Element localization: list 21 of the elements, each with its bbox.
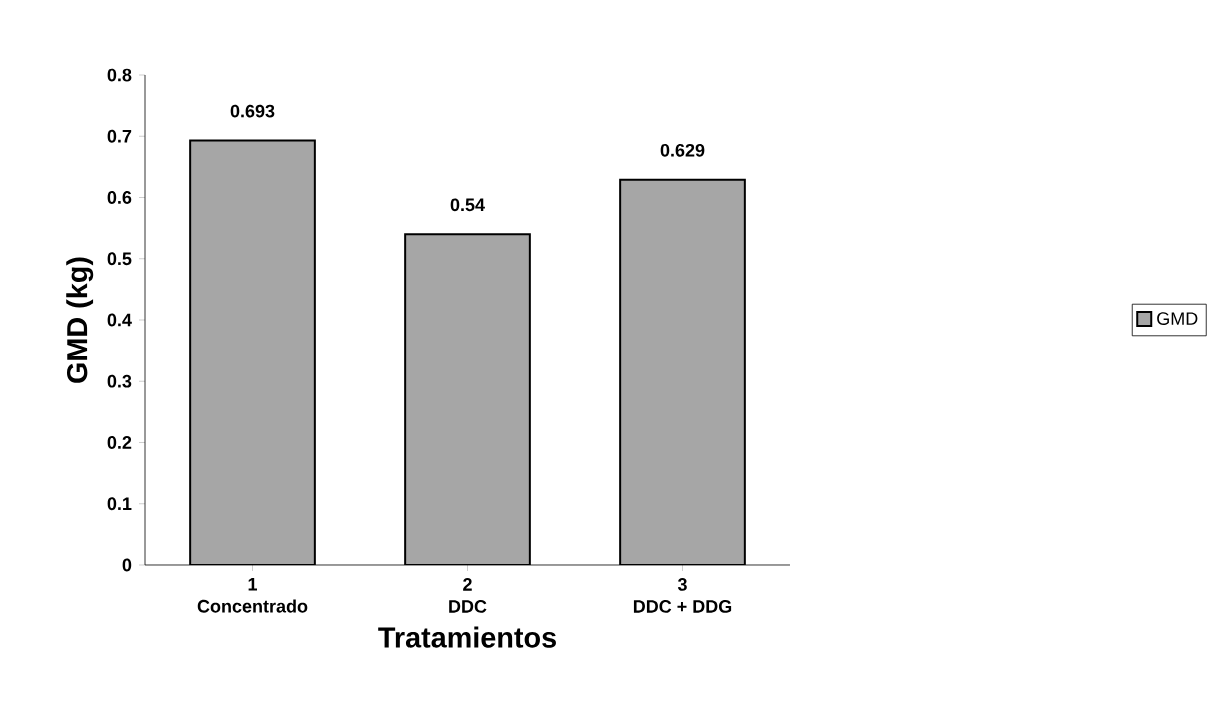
data-label: 0.693 — [230, 104, 275, 118]
bar — [189, 139, 316, 565]
y-tick-label: 0.5 — [107, 252, 132, 266]
x-tick-label: 1 Concentrado — [197, 578, 308, 613]
y-tick-label: 0.7 — [107, 129, 132, 143]
x-tick-label: 2 DDC — [449, 578, 487, 613]
y-tick-label: 0 — [122, 558, 132, 572]
y-tick-label: 0.3 — [107, 374, 132, 388]
x-axis-title: Tratamientos — [378, 626, 556, 648]
bar — [404, 233, 531, 565]
data-label: 0.54 — [450, 198, 485, 212]
y-tick-label: 0.6 — [107, 191, 132, 204]
y-tick-label: 0.4 — [107, 313, 132, 327]
legend-label: GMD — [1157, 312, 1198, 325]
y-tick-label: 0.1 — [107, 497, 132, 511]
data-label: 0.629 — [660, 143, 705, 157]
y-tick-label: 0.2 — [107, 436, 132, 449]
y-tick-label: 0.8 — [107, 68, 132, 82]
bar — [619, 178, 746, 565]
x-tick-label: 3 DDC + DDG — [633, 578, 732, 613]
y-axis-title: GMD (kg) — [66, 257, 94, 383]
